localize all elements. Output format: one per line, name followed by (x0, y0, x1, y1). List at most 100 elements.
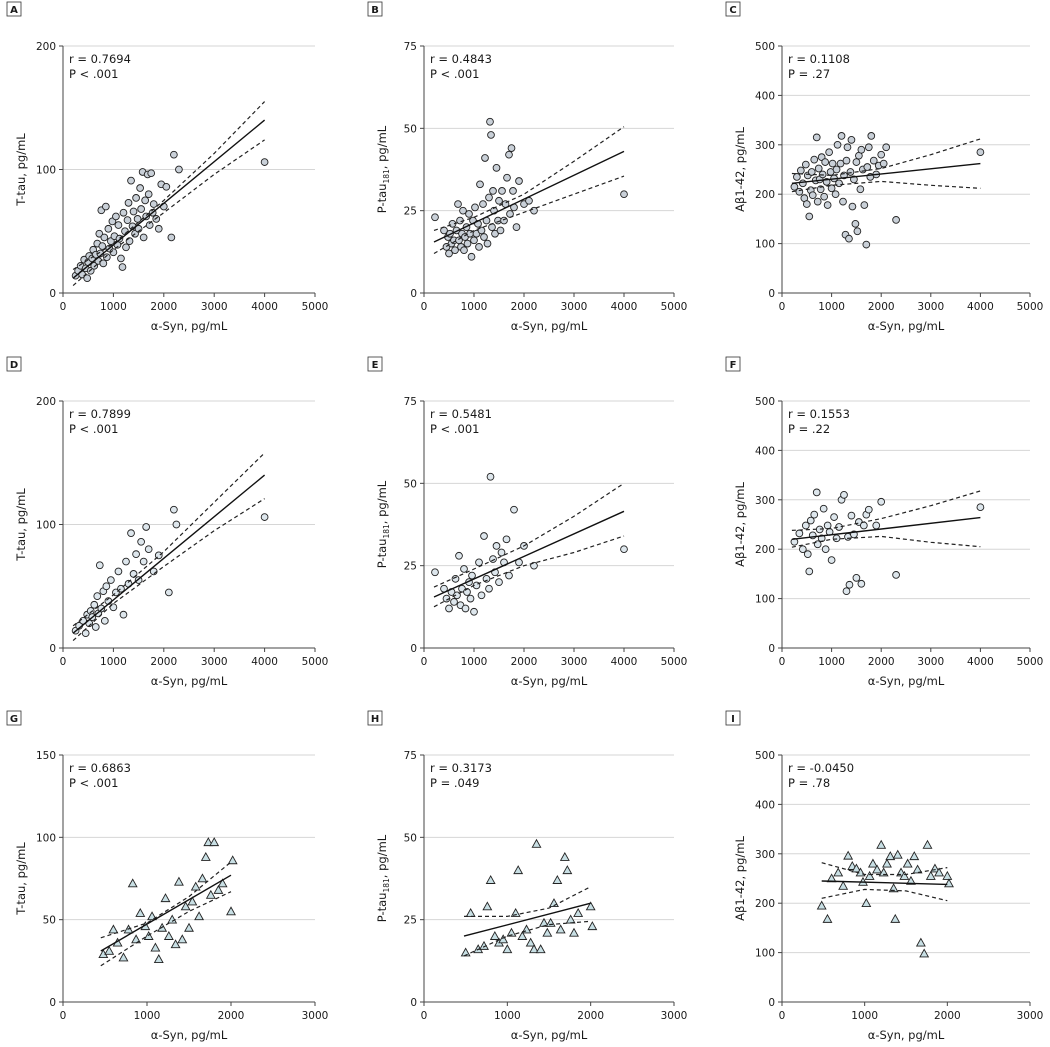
panel-f-point (835, 523, 843, 531)
panel-c-point (863, 163, 872, 171)
panel-g-point (118, 952, 129, 962)
panel-a-point (104, 224, 113, 233)
panel-c-point (851, 219, 860, 228)
panel-a-y-tick-label: 0 (49, 288, 56, 300)
panel-b-x-tick-label: 1000 (461, 301, 488, 313)
panel-e-y-label: P-tau181, pg/mL (375, 480, 391, 568)
panel-g-y-label-name: T-tau (14, 886, 28, 916)
panel-i-ci-lower (821, 888, 948, 902)
panel-d-stat-r: r = 0.7899 (69, 407, 131, 421)
panel-b-point (491, 229, 499, 238)
panel-b-point (459, 206, 467, 215)
panel-c-point (862, 240, 871, 249)
panel-f-x-tick-label: 2000 (868, 656, 895, 668)
panel-a-stat-r: r = 0.7694 (69, 52, 131, 66)
panel-i-stat-r: r = -0.0450 (788, 761, 854, 775)
panel-f-point (852, 574, 861, 582)
panel-c-ci-lower (791, 180, 981, 193)
panel-b-stat-p: P < .001 (430, 67, 480, 81)
panel-c-point (857, 145, 866, 154)
panel-i-point (925, 870, 936, 880)
panel-f-point (798, 545, 807, 554)
panel-g-point (160, 893, 171, 903)
panel-a-point (127, 176, 135, 185)
panel-b-x-tick-label: 5000 (661, 301, 688, 313)
panel-e-letter-box (367, 356, 383, 372)
panel-a-x-tick-label: 1000 (100, 301, 127, 313)
panel-b-x-tick-label: 3000 (561, 301, 588, 313)
panel-d-point (127, 529, 135, 537)
panel-b-y-label-unit: , pg/mL (375, 125, 389, 169)
panel-f-point (806, 516, 815, 525)
panel-c-stat-r: r = 0.1108 (788, 52, 850, 66)
panel-e-point (495, 578, 503, 586)
panel-e-x-tick-label: 2000 (511, 656, 538, 668)
panel-f-point (801, 521, 810, 530)
panel-f-stat-r: r = 0.1553 (788, 407, 850, 421)
panel-c-point (795, 187, 804, 196)
panel-i-x-tick-label: 1000 (851, 1010, 878, 1022)
panel-b-x-tick-label: 0 (421, 301, 428, 313)
panel-e: 0 25 50 75 0 1000 2000 3000 4000 5000 α-Syn, pg/mL… (367, 356, 687, 688)
panel-i-y-tick-label: 500 (755, 750, 775, 762)
panel-e-letter: E (372, 360, 379, 371)
panel-i-point (838, 880, 849, 890)
panel-e-point (466, 594, 475, 603)
panel-g-point (227, 855, 238, 865)
panel-i-point (816, 900, 827, 910)
panel-e-point (502, 535, 511, 544)
panel-e-ci-upper (433, 482, 625, 588)
panel-i-y-label-unit: , pg/mL (733, 836, 747, 880)
panel-f-y-label: Aβ1-42, pg/mL (733, 482, 747, 567)
panel-b-point (479, 200, 487, 208)
panel-c-point (852, 158, 861, 166)
panel-e-point (477, 591, 486, 600)
panel-f-y-tick-label: 400 (755, 445, 775, 457)
panel-g-x-tick-label: 2000 (218, 1010, 245, 1022)
panel-i-y-tick-label: 100 (755, 948, 775, 960)
panel-e-x-tick-label: 4000 (611, 656, 638, 668)
panel-c-stat-p: P = .27 (788, 67, 830, 81)
panel-c-y-tick-label: 400 (755, 90, 775, 102)
panel-i-point (915, 937, 926, 947)
panel-c-y-label: Aβ1-42, pg/mL (733, 127, 747, 212)
panel-b: 0 25 50 75 0 1000 2000 3000 4000 5000 α-Syn, pg/mL… (367, 1, 688, 333)
panel-i-point (902, 858, 913, 868)
panel-a-letter-box (6, 1, 22, 17)
panel-h-point (585, 901, 596, 911)
panel-g-point (167, 914, 178, 924)
panel-i-point (934, 867, 945, 877)
panel-d-point (100, 616, 109, 625)
panel-i-point (833, 867, 844, 877)
panel-i-stat-p: P = .78 (788, 776, 830, 790)
panel-a-point (136, 184, 144, 192)
panel-c-point (813, 197, 822, 206)
panel-h-ci-upper (464, 886, 591, 917)
panel-i-point (905, 875, 916, 885)
panel-i-point (919, 948, 930, 958)
panel-c-y-tick-label: 100 (755, 239, 775, 251)
panel-g-point (203, 837, 214, 847)
panel-g-point (150, 942, 161, 952)
panel-e-ci-lower (433, 535, 625, 608)
panel-h-letter-box (367, 710, 383, 726)
panel-d-x-tick-label: 5000 (302, 656, 329, 668)
panel-d-point (137, 537, 145, 546)
panel-f-y-tick-label: 300 (755, 495, 775, 507)
panel-a-point (123, 216, 132, 224)
panel-d-point (107, 576, 115, 584)
panel-f-ci-upper (791, 490, 981, 531)
panel-a-point (114, 221, 123, 229)
panel-d-point (93, 592, 102, 600)
panel-d-point (260, 513, 269, 521)
panel-a-point (137, 205, 145, 213)
panel-h-point (569, 927, 579, 937)
panel-h-point (489, 931, 500, 940)
panel-h-y-tick-label: 0 (410, 997, 417, 1009)
panel-d-point (164, 588, 173, 597)
panel-a-point (162, 182, 171, 191)
panel-a-ci-lower (72, 139, 265, 287)
panel-b-x-tick-label: 2000 (511, 301, 538, 313)
panel-e-point (485, 584, 493, 593)
